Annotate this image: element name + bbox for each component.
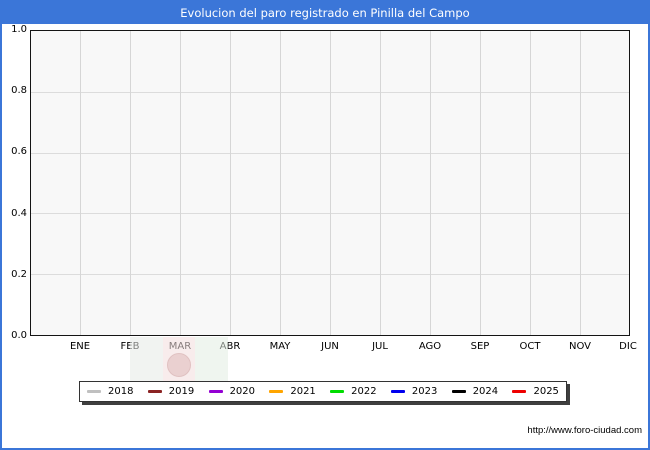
legend-label: 2023	[411, 386, 438, 397]
legend-swatch-2019	[147, 390, 162, 393]
y-tick-label: 0.0	[11, 330, 27, 341]
legend-swatch-2020	[208, 390, 223, 393]
gridline-v-sep	[480, 31, 481, 335]
chart-title: Evolucion del paro registrado en Pinilla…	[2, 2, 648, 24]
x-tick-label: DIC	[619, 341, 637, 352]
legend-item-2021: 2021	[269, 386, 316, 397]
gridline-v-abr	[230, 31, 231, 335]
gridline-v-nov	[580, 31, 581, 335]
x-tick-label: SEP	[470, 341, 490, 352]
legend-swatch-2024	[451, 390, 466, 393]
x-tick-label: ENE	[69, 341, 91, 352]
legend-item-2018: 2018	[87, 386, 133, 397]
legend-swatch-2025	[512, 390, 527, 393]
x-tick-label: OCT	[519, 341, 541, 352]
x-tick-label: MAY	[269, 341, 291, 352]
y-tick-label: 0.6	[11, 146, 27, 157]
legend-label: 2019	[168, 386, 195, 397]
gridline-v-ene	[80, 31, 81, 335]
y-tick-label: 0.4	[11, 208, 27, 219]
y-tick-label: 0.8	[11, 85, 27, 96]
legend-item-2025: 2025	[512, 386, 559, 397]
gridline-v-oct	[530, 31, 531, 335]
legend-item-2024: 2024	[451, 386, 499, 397]
gridline-v-jun	[330, 31, 331, 335]
legend-box: 2018 2019 2020 2021 2022 2023 2024 2025	[79, 381, 567, 402]
legend-label: 2021	[290, 386, 316, 397]
legend-label: 2025	[533, 386, 559, 397]
legend-label: 2020	[229, 386, 256, 397]
legend-label: 2024	[472, 386, 499, 397]
legend-item-2020: 2020	[208, 386, 256, 397]
x-tick-label: MAR	[168, 341, 192, 352]
plot-area	[30, 30, 630, 336]
legend-label: 2022	[351, 386, 377, 397]
legend-item-2019: 2019	[147, 386, 195, 397]
foro-ciudad-url: http://www.foro-ciudad.com	[527, 425, 642, 436]
gridline-v-ago	[430, 31, 431, 335]
gridline-v-jul	[380, 31, 381, 335]
gridline-v-feb	[130, 31, 131, 335]
legend-item-2022: 2022	[330, 386, 377, 397]
legend-swatch-2018	[87, 390, 101, 393]
legend-swatch-2022	[330, 390, 345, 393]
flag-emblem	[166, 353, 191, 377]
legend-swatch-2021	[269, 390, 284, 393]
y-tick-label: 1.0	[11, 24, 27, 35]
legend-label: 2018	[108, 386, 134, 397]
x-tick-label: NOV	[568, 341, 592, 352]
x-tick-label: JUL	[372, 341, 388, 352]
x-tick-label: JUN	[321, 341, 339, 352]
x-tick-label: FEB	[120, 341, 140, 352]
gridline-v-mar	[180, 31, 181, 335]
gridline-v-may	[280, 31, 281, 335]
x-tick-label: AGO	[418, 341, 442, 352]
x-tick-label: ABR	[219, 341, 241, 352]
legend-swatch-2023	[390, 390, 405, 393]
legend-item-2023: 2023	[390, 386, 438, 397]
y-tick-label: 0.2	[11, 269, 27, 280]
